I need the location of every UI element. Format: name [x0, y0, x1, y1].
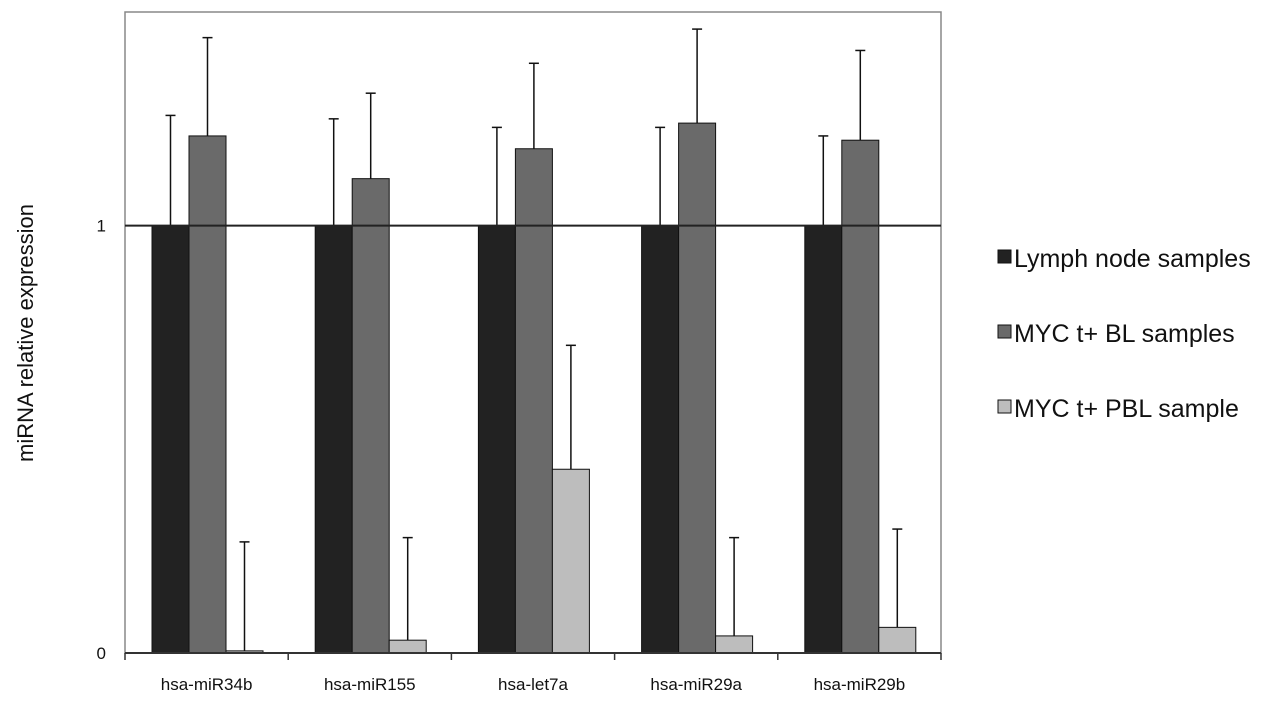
legend-label: MYC t+ PBL sample [1014, 395, 1239, 423]
y-tick-labels: 01 [97, 217, 106, 663]
legend-label: Lymph node samples [1014, 245, 1251, 273]
bar [151, 225, 190, 654]
bar [514, 148, 553, 654]
category-label: hsa-let7a [498, 675, 568, 694]
category-label: hsa-miR29b [814, 675, 906, 694]
category-label: hsa-miR155 [324, 675, 416, 694]
bar [477, 225, 516, 654]
bar [388, 639, 427, 654]
bar [551, 468, 590, 654]
bar [715, 635, 754, 654]
bar [351, 178, 390, 654]
bar [678, 122, 717, 654]
category-labels: hsa-miR34b hsa-miR155 hsa-let7a hsa-miR29a h… [161, 675, 905, 694]
category-label: hsa-miR34b [161, 675, 253, 694]
bar [878, 626, 917, 654]
legend-swatch [997, 399, 1012, 414]
bar [804, 225, 843, 654]
x-ticks [124, 653, 942, 660]
bar [188, 135, 227, 654]
y-tick-label: 1 [97, 217, 106, 236]
category-label: hsa-miR29a [650, 675, 742, 694]
y-axis-label: miRNA relative expression [13, 204, 38, 462]
bar [841, 139, 880, 654]
legend-swatch [997, 324, 1012, 339]
bars-layer [151, 28, 917, 654]
y-tick-label: 0 [97, 644, 106, 663]
legend-label: MYC t+ BL samples [1014, 320, 1235, 348]
bar [314, 225, 353, 654]
legend: Lymph node samples MYC t+ BL samples MYC t… [997, 245, 1251, 423]
bar [641, 225, 680, 654]
legend-swatch [997, 249, 1012, 264]
